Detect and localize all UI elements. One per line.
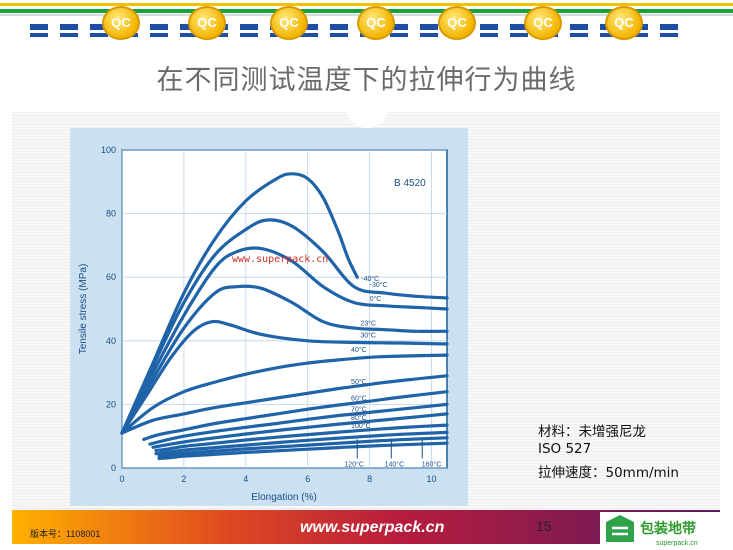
bottom-curve-label: 120°C xyxy=(344,460,364,468)
standard-note: ISO 527 xyxy=(538,441,592,457)
curve-label: -30°C xyxy=(370,281,388,289)
watermark: www.superpack.cn xyxy=(232,254,328,265)
header-banner: QC QC QC QC QC QC QC xyxy=(0,0,733,44)
y-tick-label: 20 xyxy=(106,399,116,409)
curve-label: 80°C xyxy=(351,414,367,422)
curve-label: 100°C xyxy=(351,422,371,430)
curve-30°C xyxy=(120,319,449,435)
curve-label: 60°C xyxy=(351,395,367,403)
curve-label: 0°C xyxy=(370,295,382,303)
header-stripe-yellow xyxy=(0,3,733,6)
qc-badge-icon: QC xyxy=(188,6,226,40)
header-dashes-lower xyxy=(30,33,680,37)
curve-140°C xyxy=(157,436,449,458)
bottom-curve-label: 160°C xyxy=(422,460,442,468)
material-note: 材料：未增强尼龙 xyxy=(538,424,646,440)
curve-label: -40°C xyxy=(361,275,379,283)
curve-label: 23°C xyxy=(360,319,376,327)
y-tick-label: 40 xyxy=(106,336,116,346)
page-title: 在不同测试温度下的拉伸行为曲线 xyxy=(156,65,577,96)
speed-note: 拉伸速度：50mm/min xyxy=(538,465,679,481)
material-code: B 4520 xyxy=(394,178,426,189)
header-dashes xyxy=(30,24,680,30)
curve-0°C xyxy=(120,246,449,435)
curves-group xyxy=(120,172,449,461)
curve-23°C xyxy=(120,284,449,435)
curve-100°C xyxy=(154,423,449,453)
curve-70°C xyxy=(148,402,449,446)
curve-labels: -40°C-30°C 0°C 23°C 30°C 40°C 50°C 60°C 70°C80°… xyxy=(344,275,441,468)
y-tick-label: 100 xyxy=(101,145,116,155)
x-tick-label: 10 xyxy=(427,474,437,484)
page-number: 15 xyxy=(536,518,552,534)
logo-url: superpack.cn xyxy=(656,540,698,547)
superpack-logo: 包装地带 superpack.cn xyxy=(600,512,720,548)
curve-label: 70°C xyxy=(351,405,367,413)
qc-badge-icon: QC xyxy=(438,6,476,40)
curve-40°C xyxy=(120,353,449,435)
y-axis-label: Tensile stress (MPa) xyxy=(78,264,89,355)
tensile-chart: 0 20 40 60 80 100 0 2 4 6 8 10 -40°C-30°C 0°C 23°C 30°… xyxy=(70,128,468,506)
y-tick-label: 0 xyxy=(111,463,116,473)
curve-label: 30°C xyxy=(360,332,376,340)
bottom-curve-label: 140°C xyxy=(385,460,405,468)
curve-120°C xyxy=(154,430,449,456)
qc-badge-icon: QC xyxy=(102,6,140,40)
tick-labels: 0 20 40 60 80 100 0 2 4 6 8 10 xyxy=(101,145,437,484)
y-tick-label: 80 xyxy=(106,209,116,219)
y-tick-label: 60 xyxy=(106,272,116,282)
x-tick-label: 6 xyxy=(305,474,310,484)
logo-text: 包装地带 xyxy=(640,520,696,537)
x-tick-label: 0 xyxy=(119,474,124,484)
curve-60°C xyxy=(142,390,449,441)
curve--30°C xyxy=(120,218,449,435)
plot-area xyxy=(121,149,448,469)
x-axis-label: Elongation (%) xyxy=(251,492,317,503)
chart-panel: 0 20 40 60 80 100 0 2 4 6 8 10 -40°C -30°C 0°C 23°C 30°… xyxy=(70,128,468,506)
qc-badge-icon: QC xyxy=(605,6,643,40)
x-tick-label: 2 xyxy=(181,474,186,484)
box-icon-lines xyxy=(612,526,628,536)
version-label: 版本号：1108001 xyxy=(30,529,101,539)
curve--40°C xyxy=(120,172,359,435)
curve-50°C xyxy=(120,374,449,435)
curve-label: 50°C xyxy=(351,378,367,386)
x-tick-label: 8 xyxy=(367,474,372,484)
x-tick-label: 4 xyxy=(243,474,248,484)
curve-160°C xyxy=(157,441,449,461)
curve-label: 40°C xyxy=(351,346,367,354)
qc-badge-icon: QC xyxy=(357,6,395,40)
curve-80°C xyxy=(151,412,449,449)
qc-badge-icon: QC xyxy=(270,6,308,40)
qc-badge-icon: QC xyxy=(524,6,562,40)
footer-site: www.superpack.cn xyxy=(300,519,445,536)
